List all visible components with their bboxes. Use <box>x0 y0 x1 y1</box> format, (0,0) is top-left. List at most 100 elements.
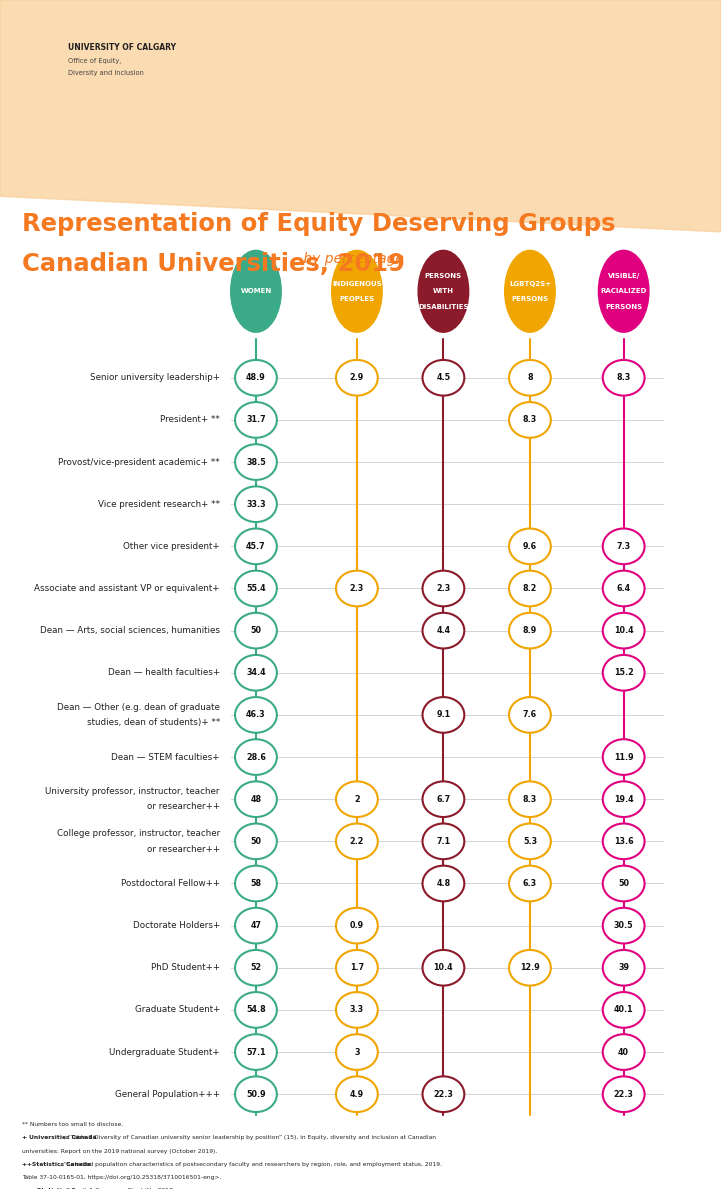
Ellipse shape <box>417 250 469 333</box>
Text: 39: 39 <box>618 963 629 973</box>
Text: 31.7: 31.7 <box>246 415 266 424</box>
Text: 5.3: 5.3 <box>523 837 537 845</box>
Text: INDIGENOUS: INDIGENOUS <box>332 281 381 287</box>
Text: 33.3: 33.3 <box>246 499 266 509</box>
Ellipse shape <box>235 950 277 986</box>
Text: Senior university leadership+: Senior university leadership+ <box>90 373 220 383</box>
Text: 2: 2 <box>354 794 360 804</box>
Ellipse shape <box>423 697 464 732</box>
Ellipse shape <box>509 781 551 817</box>
Text: 15.2: 15.2 <box>614 668 634 678</box>
Ellipse shape <box>235 445 277 480</box>
Ellipse shape <box>235 486 277 522</box>
Ellipse shape <box>504 250 556 333</box>
Text: 47: 47 <box>250 921 262 930</box>
Text: UNIVERSITY OF CALGARY: UNIVERSITY OF CALGARY <box>68 43 177 52</box>
Ellipse shape <box>603 528 645 565</box>
Text: 4.9: 4.9 <box>350 1089 364 1099</box>
Ellipse shape <box>509 866 551 901</box>
Text: 10.4: 10.4 <box>433 963 454 973</box>
Ellipse shape <box>603 781 645 817</box>
Text: Provost/vice-president academic+ **: Provost/vice-president academic+ ** <box>58 458 220 466</box>
Text: 22.3: 22.3 <box>614 1089 634 1099</box>
Ellipse shape <box>423 950 464 986</box>
Ellipse shape <box>603 866 645 901</box>
Text: Dean — Other (e.g. dean of graduate: Dean — Other (e.g. dean of graduate <box>57 703 220 712</box>
Ellipse shape <box>423 866 464 901</box>
Ellipse shape <box>509 697 551 732</box>
Text: 55.4: 55.4 <box>246 584 266 593</box>
Text: RACIALIZED: RACIALIZED <box>601 288 647 295</box>
Text: 8.2: 8.2 <box>523 584 537 593</box>
Ellipse shape <box>336 992 378 1027</box>
Ellipse shape <box>235 571 277 606</box>
Text: , “Table 1 Diversity of Canadian university senior leadership by position” (15),: , “Table 1 Diversity of Canadian univers… <box>64 1135 436 1140</box>
Ellipse shape <box>509 950 551 986</box>
Ellipse shape <box>336 781 378 817</box>
Ellipse shape <box>336 824 378 860</box>
Text: PEOPLES: PEOPLES <box>340 296 374 302</box>
Text: 57.1: 57.1 <box>246 1048 266 1057</box>
Text: 50: 50 <box>250 837 262 845</box>
Text: 13.6: 13.6 <box>614 837 634 845</box>
Text: General Population+++: General Population+++ <box>115 1089 220 1099</box>
Ellipse shape <box>336 908 378 944</box>
Text: or researcher++: or researcher++ <box>147 803 220 811</box>
Ellipse shape <box>603 571 645 606</box>
Text: +++Statistics Canada: +++Statistics Canada <box>22 1188 96 1189</box>
Ellipse shape <box>423 571 464 606</box>
Ellipse shape <box>603 612 645 648</box>
Ellipse shape <box>603 1076 645 1112</box>
Ellipse shape <box>509 824 551 860</box>
Text: Representation of Equity Deserving Groups: Representation of Equity Deserving Group… <box>22 212 615 235</box>
Text: Postdoctoral Fellow++: Postdoctoral Fellow++ <box>121 879 220 888</box>
Ellipse shape <box>235 528 277 565</box>
Text: 38.5: 38.5 <box>246 458 266 466</box>
Ellipse shape <box>331 250 383 333</box>
Ellipse shape <box>235 1034 277 1070</box>
Ellipse shape <box>603 1034 645 1070</box>
Ellipse shape <box>235 1076 277 1112</box>
Ellipse shape <box>603 824 645 860</box>
Ellipse shape <box>235 781 277 817</box>
Ellipse shape <box>336 571 378 606</box>
Text: 48: 48 <box>250 794 262 804</box>
Ellipse shape <box>598 250 650 333</box>
Text: + Universities Canada: + Universities Canada <box>22 1135 96 1140</box>
Text: 30.5: 30.5 <box>614 921 634 930</box>
Ellipse shape <box>423 1076 464 1112</box>
Ellipse shape <box>336 950 378 986</box>
Text: 10.4: 10.4 <box>614 627 634 635</box>
Text: ++Statistics Canada: ++Statistics Canada <box>22 1162 91 1166</box>
Ellipse shape <box>336 1076 378 1112</box>
Text: DISABILITIES: DISABILITIES <box>418 303 469 310</box>
Text: 8.9: 8.9 <box>523 627 537 635</box>
Ellipse shape <box>509 360 551 396</box>
Ellipse shape <box>235 360 277 396</box>
Text: 28.6: 28.6 <box>246 753 266 762</box>
Text: Associate and assistant VP or equivalent+: Associate and assistant VP or equivalent… <box>35 584 220 593</box>
Ellipse shape <box>235 402 277 438</box>
Text: 6.7: 6.7 <box>436 794 451 804</box>
Ellipse shape <box>235 824 277 860</box>
Ellipse shape <box>423 612 464 648</box>
Ellipse shape <box>509 612 551 648</box>
Text: 8.3: 8.3 <box>523 794 537 804</box>
Text: 50: 50 <box>250 627 262 635</box>
Text: 11.9: 11.9 <box>614 753 634 762</box>
Text: 19.4: 19.4 <box>614 794 634 804</box>
Ellipse shape <box>603 655 645 691</box>
Text: 52: 52 <box>250 963 262 973</box>
Text: PhD Student++: PhD Student++ <box>151 963 220 973</box>
Text: 7.6: 7.6 <box>523 710 537 719</box>
Text: by percentage: by percentage <box>299 252 404 266</box>
Text: LGBTQ2S+: LGBTQ2S+ <box>509 281 551 287</box>
Text: 45.7: 45.7 <box>246 542 266 551</box>
Text: 7.1: 7.1 <box>436 837 451 845</box>
Text: Other vice president+: Other vice president+ <box>123 542 220 551</box>
Ellipse shape <box>509 571 551 606</box>
Ellipse shape <box>336 1034 378 1070</box>
Text: PERSONS: PERSONS <box>425 272 462 279</box>
Text: WITH: WITH <box>433 288 454 295</box>
Ellipse shape <box>230 250 282 333</box>
